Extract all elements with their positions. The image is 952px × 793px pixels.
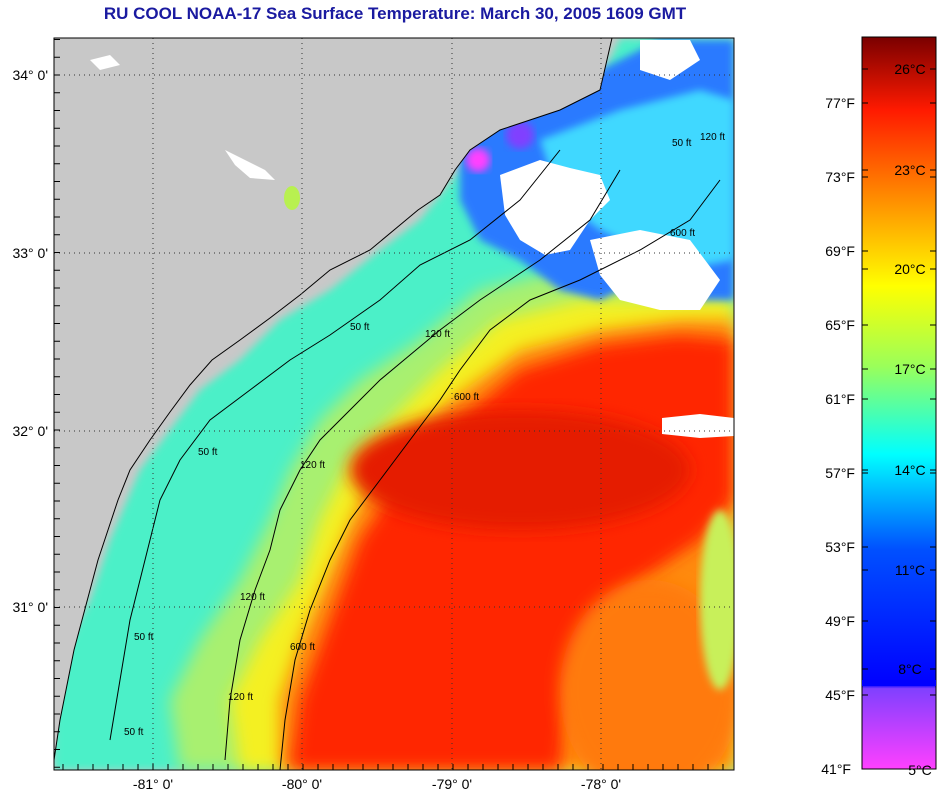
cb-f-label-77: 77°F (825, 95, 855, 111)
lat-label-32: 32° 0' (12, 423, 48, 439)
cb-c-label-8: 8°C (898, 661, 922, 677)
cold-water-cyan (540, 90, 734, 270)
cb-f-label-65: 65°F (825, 317, 855, 333)
cb-f-label-41: 41°F (821, 761, 851, 777)
cloud-mask-3 (662, 414, 734, 438)
lon-label-79: -79° 0' (432, 776, 472, 792)
cb-f-label-53: 53°F (825, 539, 855, 555)
colorbar-ticks (862, 68, 936, 696)
purple-spot (506, 121, 534, 149)
map-title: RU COOL NOAA-17 Sea Surface Temperature:… (103, 4, 687, 23)
contour-label-50-south: 50 ft (198, 447, 218, 458)
lon-label-80: -80° 0' (282, 776, 322, 792)
cloud-mask-4 (640, 40, 700, 80)
colorbar (861, 36, 937, 770)
map-frame (53, 37, 735, 771)
cb-f-label-61: 61°F (825, 391, 855, 407)
sst-map[interactable]: 50 ft 120 ft 600 ft 50 ft 120 ft 600 ft … (54, 38, 740, 793)
cb-c-label-20: 20°C (894, 261, 925, 277)
contour-label-50-mid: 50 ft (350, 322, 370, 333)
outer-green-patch (700, 510, 734, 690)
lon-label-78: -78° 0' (581, 776, 621, 792)
lat-label-33: 33° 0' (12, 245, 48, 261)
colorbar-gradient (861, 36, 937, 770)
cb-f-label-73: 73°F (825, 169, 855, 185)
cb-c-label-23: 23°C (894, 162, 925, 178)
cloud-mask-2 (590, 230, 720, 310)
contour-600ft (279, 179, 721, 770)
axis-ticks (54, 39, 724, 770)
cb-c-label-17: 17°C (894, 361, 925, 377)
contour-label-120-far: 120 ft (228, 692, 253, 703)
contour-label-600-north: 600 ft (670, 228, 695, 239)
cb-f-label-57: 57°F (825, 465, 855, 481)
gulf-stream-core (350, 410, 690, 530)
lat-label-31: 31° 0' (12, 599, 48, 615)
cb-c-label-5: 5°C (908, 762, 932, 778)
cb-c-label-14: 14°C (894, 462, 925, 478)
colorbar-dark-blue-band (862, 680, 936, 686)
cb-f-label-69: 69°F (825, 243, 855, 259)
warm-eddy-orange (560, 580, 734, 770)
cb-c-label-26: 26°C (894, 61, 925, 77)
contour-label-120-south: 120 ft (300, 460, 325, 471)
magenta-spot (466, 148, 490, 172)
contour-label-50-far: 50 ft (134, 632, 154, 643)
contour-label-120-mid: 120 ft (425, 329, 450, 340)
lon-label-81: -81° 0' (133, 776, 173, 792)
inland-lake-2 (225, 150, 275, 180)
contour-label-120-south2: 120 ft (240, 592, 265, 603)
contour-label-50-north: 50 ft (672, 138, 692, 149)
inland-lake-1 (90, 55, 120, 70)
inland-lake-3 (284, 186, 300, 210)
cb-f-label-45: 45°F (825, 687, 855, 703)
contour-120ft (224, 169, 621, 761)
contour-label-600-south: 600 ft (290, 642, 315, 653)
cb-c-label-11: 11°C (895, 562, 925, 578)
cb-f-label-49: 49°F (825, 613, 855, 629)
contour-label-600-mid: 600 ft (454, 392, 479, 403)
contour-label-50-bottom: 50 ft (124, 727, 144, 738)
coastline (54, 38, 613, 761)
lat-label-34: 34° 0' (12, 67, 48, 83)
contour-label-120-north: 120 ft (700, 132, 725, 143)
cloud-mask-1 (500, 160, 610, 255)
grid-lines (54, 38, 734, 770)
